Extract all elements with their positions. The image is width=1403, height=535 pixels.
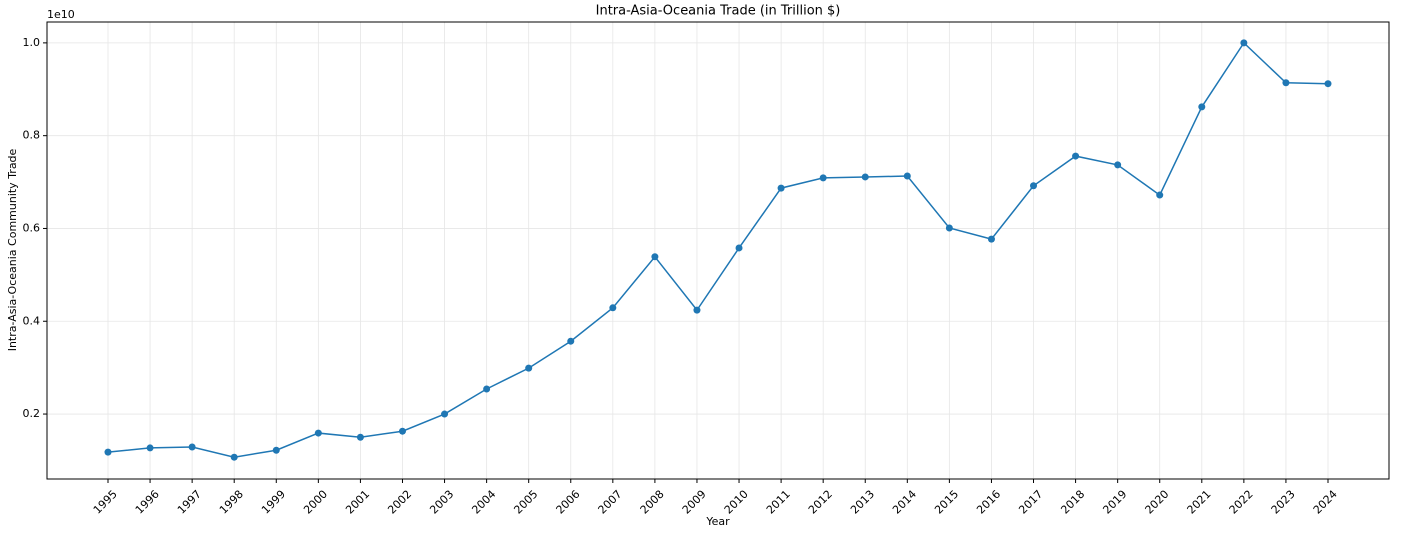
data-point bbox=[1072, 152, 1080, 160]
data-point bbox=[146, 444, 154, 452]
x-tick-label: 2005 bbox=[511, 488, 540, 517]
data-point bbox=[1114, 161, 1122, 169]
data-point bbox=[945, 224, 953, 232]
x-tick-label: 2004 bbox=[469, 488, 498, 517]
x-tick-label: 2020 bbox=[1143, 488, 1172, 517]
series-line bbox=[107, 41, 1329, 458]
y-offset-label: 1e10 bbox=[47, 8, 75, 21]
y-tick-label: 1.0 bbox=[23, 36, 41, 49]
x-tick-label: 2018 bbox=[1058, 488, 1087, 517]
x-tick-label: 2015 bbox=[932, 488, 961, 517]
plot-frame bbox=[46, 21, 1390, 480]
data-point bbox=[987, 235, 995, 243]
x-tick-label: 2017 bbox=[1016, 488, 1045, 517]
x-tick-label: 2002 bbox=[385, 488, 414, 517]
x-tick-label: 2019 bbox=[1100, 488, 1129, 517]
x-tick-label: 2008 bbox=[638, 488, 667, 517]
x-tick-label: 2000 bbox=[301, 488, 330, 517]
data-point bbox=[314, 429, 322, 437]
y-axis-label: Intra-Asia-Oceania Community Trade bbox=[6, 148, 19, 351]
x-tick-label: 2013 bbox=[848, 488, 877, 517]
x-tick-label: 2021 bbox=[1185, 488, 1214, 517]
x-tick-label: 2016 bbox=[974, 488, 1003, 517]
x-tick-label: 2022 bbox=[1227, 488, 1256, 517]
x-tick-label: 2024 bbox=[1311, 488, 1340, 517]
data-point bbox=[188, 443, 196, 451]
y-tick-label: 0.4 bbox=[23, 314, 41, 327]
data-point bbox=[861, 173, 869, 181]
x-tick-label: 2010 bbox=[722, 488, 751, 517]
chart-title: Intra-Asia-Oceania Trade (in Trillion $) bbox=[596, 4, 841, 19]
y-tick-label: 0.8 bbox=[23, 129, 41, 142]
x-tick-label: 2001 bbox=[343, 488, 372, 517]
data-point bbox=[1282, 79, 1290, 87]
data-point bbox=[735, 244, 743, 252]
data-point bbox=[104, 448, 112, 456]
data-point bbox=[903, 172, 911, 180]
x-tick-label: 1999 bbox=[259, 488, 288, 517]
x-tick-label: 2011 bbox=[764, 488, 793, 517]
x-tick-label: 2003 bbox=[427, 488, 456, 517]
data-point bbox=[609, 304, 617, 312]
x-tick-label: 1996 bbox=[133, 488, 162, 517]
data-point bbox=[1198, 103, 1206, 111]
data-point bbox=[483, 385, 491, 393]
x-tick-label: 2006 bbox=[554, 488, 583, 517]
data-point bbox=[651, 253, 659, 261]
data-point bbox=[1156, 191, 1164, 199]
data-point bbox=[398, 427, 406, 435]
data-point bbox=[1324, 80, 1332, 88]
x-tick-label: 2012 bbox=[806, 488, 835, 517]
x-tick-label: 2023 bbox=[1269, 488, 1298, 517]
data-point bbox=[777, 184, 785, 192]
data-point bbox=[356, 433, 364, 441]
data-point bbox=[1030, 182, 1038, 190]
data-point bbox=[1240, 39, 1248, 47]
y-tick-label: 0.6 bbox=[23, 221, 41, 234]
data-point bbox=[230, 453, 238, 461]
y-tick-label: 0.2 bbox=[23, 407, 41, 420]
data-point bbox=[272, 446, 280, 454]
x-axis-label: Year bbox=[705, 515, 730, 528]
data-point bbox=[567, 337, 575, 345]
data-point bbox=[441, 410, 449, 418]
data-point bbox=[819, 174, 827, 182]
x-tick-label: 1998 bbox=[217, 488, 246, 517]
x-tick-label: 2007 bbox=[596, 488, 625, 517]
x-tick-label: 2009 bbox=[680, 488, 709, 517]
x-tick-label: 2014 bbox=[890, 488, 919, 517]
data-point bbox=[693, 306, 701, 314]
x-tick-label: 1997 bbox=[175, 488, 204, 517]
data-point bbox=[525, 364, 533, 372]
x-tick-label: 1995 bbox=[91, 488, 120, 517]
